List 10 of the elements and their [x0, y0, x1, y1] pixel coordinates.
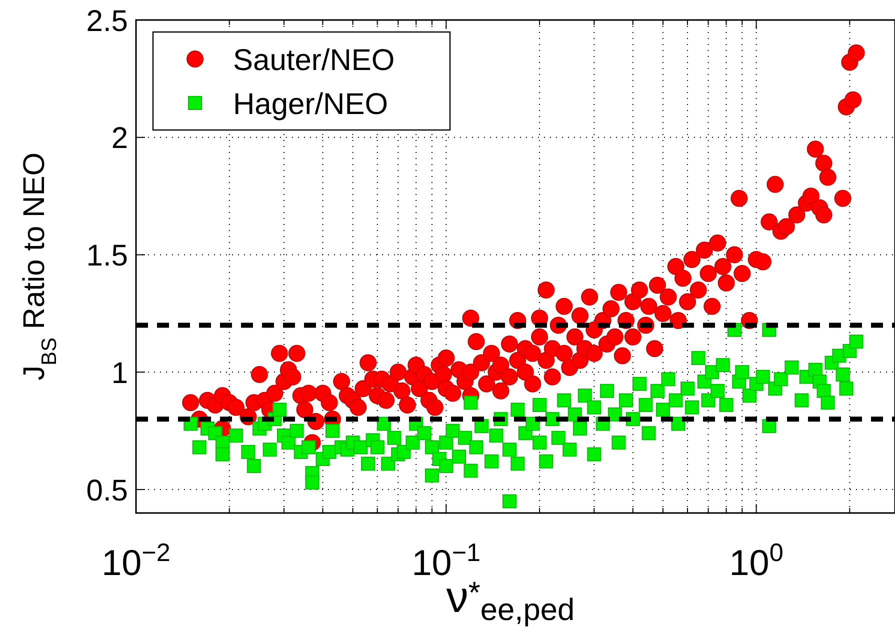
y-tick-label: 2.5	[86, 4, 128, 38]
x-tick-label: 10$^{0}$	[729, 539, 784, 583]
legend-label: Sauter/NEO	[233, 44, 395, 77]
y-tick-label: 0.5	[86, 474, 128, 508]
x-tick-label: 10$^{−2}$	[102, 539, 170, 583]
y-tick-label: 1	[111, 356, 128, 390]
y-tick-label: 1.5	[86, 240, 128, 273]
x-tick-label: 10$^{−1}$	[412, 539, 481, 583]
y-tick-label: 2	[111, 122, 128, 156]
legend-label: Hager/NEO	[233, 88, 388, 121]
